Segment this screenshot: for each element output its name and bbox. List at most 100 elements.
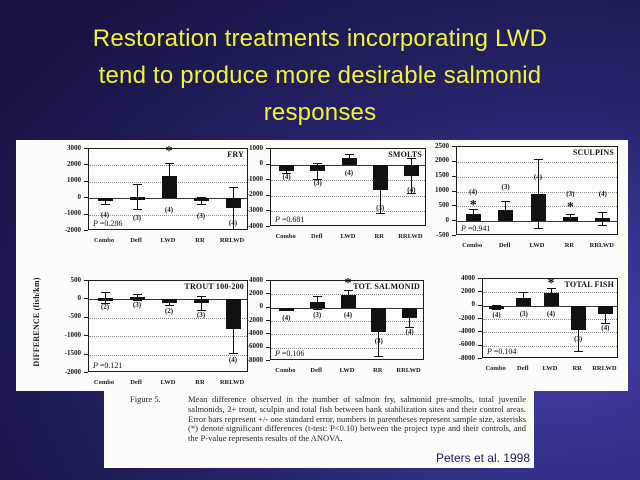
sample-size-label: (3): [376, 204, 385, 213]
y-tick-mark: [452, 146, 456, 147]
y-tick-mark: [84, 180, 88, 182]
y-tick-mark: [452, 205, 456, 207]
y-tick-label: 0: [259, 302, 264, 311]
sample-size-label: (4): [228, 356, 238, 365]
bar-rr: [562, 217, 578, 222]
y-tick-label: -3000: [246, 205, 263, 214]
grid-line: [89, 165, 247, 167]
error-bar-cap-bottom: [312, 308, 322, 310]
chart-title: FRY: [227, 150, 244, 159]
error-bar-cap-bottom: [100, 303, 110, 305]
x-category-label: RRLWD: [219, 379, 245, 386]
error-bar-cap-top: [100, 292, 110, 294]
y-tick-mark: [266, 280, 270, 281]
plot-area-total-fish: (4) (3) (4) * (3) (4) TOTAL FISH P =0.104: [482, 277, 618, 358]
bar-rrlwd: [225, 299, 241, 329]
error-bar-cap-top: [519, 291, 529, 293]
y-tick-mark: [84, 353, 88, 355]
y-tick-label: -6000: [458, 340, 475, 349]
sample-size-label: (4): [344, 169, 354, 178]
grid-line: [89, 354, 247, 357]
error-bar: [379, 166, 381, 213]
plot-area-sculpins: (4) * (3) (4) (3) * (4) SCULPINS P =0.941: [456, 146, 618, 235]
y-tick-label: -2000: [64, 367, 81, 376]
y-tick-label: -4000: [246, 221, 263, 230]
chart-sculpins: 2500 2000 1500 1000 500 0 -500 Combo Defl LWD RR RR…: [412, 142, 618, 259]
p-value-label: P =0.121: [93, 361, 123, 370]
x-category-label: Defl: [130, 379, 142, 386]
y-tick-label: -500: [436, 230, 449, 239]
figure-caption-text: Mean difference observed in the number o…: [188, 394, 526, 444]
y-tick-mark: [266, 210, 270, 212]
p-value-label: P =0.941: [461, 224, 491, 233]
y-tick-mark: [478, 304, 482, 306]
error-bar-cap-bottom: [196, 309, 206, 311]
y-tick-label: 0: [77, 192, 82, 201]
x-category-label: LWD: [160, 237, 176, 244]
title-line-1: Restoration treatments incorporating LWD: [92, 25, 548, 52]
chart-smolts: 1000 0 -1000 -2000 -3000 -4000 Combo Defl LWD RR R…: [226, 144, 426, 250]
y-tick-label: 4000: [249, 275, 263, 284]
bar-combo: [489, 305, 505, 309]
figure-caption-panel: Figure 5. Mean difference observed in th…: [104, 388, 534, 468]
y-tick-mark: [478, 358, 482, 359]
bar-rrlwd: [597, 305, 613, 315]
bar-lwd: [161, 176, 177, 199]
error-bar-cap-bottom: [313, 178, 323, 180]
bar-defl: [498, 209, 514, 222]
sample-size-label: (4): [492, 311, 501, 319]
error-bar: [410, 158, 412, 193]
error-bar-cap-top: [468, 209, 478, 211]
bar-combo: [278, 307, 294, 311]
bar-rr: [371, 307, 387, 332]
x-category-label: Combo: [275, 233, 296, 240]
x-category-label: Combo: [93, 237, 115, 244]
error-bar-cap-bottom: [282, 173, 292, 175]
bar-defl: [310, 164, 326, 171]
zero-line: [271, 307, 423, 309]
y-tick-label: -1000: [64, 330, 81, 339]
error-bar: [200, 296, 202, 310]
error-bar: [168, 300, 170, 305]
error-bar-cap-top: [546, 288, 556, 290]
y-tick-label: -2000: [246, 315, 263, 324]
bar-combo: [97, 198, 113, 202]
significance-asterisk: *: [165, 144, 173, 160]
zero-line: [483, 305, 617, 307]
y-tick-mark: [84, 197, 88, 199]
error-bar-cap-top: [501, 201, 511, 203]
x-category-label: Combo: [93, 379, 115, 386]
error-bar-cap-top: [196, 296, 206, 298]
error-bar-cap-bottom: [375, 212, 385, 214]
y-tick-mark: [84, 213, 88, 215]
y-tick-label: -2000: [246, 190, 263, 199]
y-tick-label: 2000: [67, 159, 81, 168]
y-tick-mark: [84, 372, 88, 373]
grid-line: [271, 347, 423, 350]
y-tick-label: -500: [68, 312, 81, 321]
sample-size-label: (3): [574, 335, 583, 343]
sample-size-label: (3): [313, 179, 322, 188]
sample-size-label: (3): [566, 190, 575, 199]
error-bar-cap-top: [132, 184, 142, 186]
x-category-label: Combo: [462, 242, 483, 249]
sample-size-label: (4): [407, 185, 416, 194]
chart-title: SCULPINS: [572, 148, 614, 157]
y-tick-label: 1000: [67, 176, 81, 185]
x-category-label: LWD: [542, 365, 558, 372]
chart-total-fish: 4000 2000 0 -2000 -4000 -6000 -8000 Combo Defl LW…: [438, 274, 618, 382]
bar-combo: [279, 164, 295, 171]
error-bar: [378, 307, 380, 356]
error-bar: [286, 168, 288, 174]
y-tick-label: 1000: [249, 143, 263, 152]
error-bar-cap-top: [406, 158, 416, 160]
error-bar-cap-top: [228, 186, 238, 188]
y-tick-mark: [84, 280, 88, 281]
chart-title: TOTAL FISH: [564, 280, 614, 289]
x-category-label: Defl: [517, 365, 529, 372]
y-tick-mark: [266, 333, 270, 335]
significance-asterisk: *: [344, 276, 352, 292]
y-tick-mark: [478, 318, 482, 319]
error-bar-cap-bottom: [406, 192, 416, 194]
y-tick-mark: [266, 194, 270, 196]
